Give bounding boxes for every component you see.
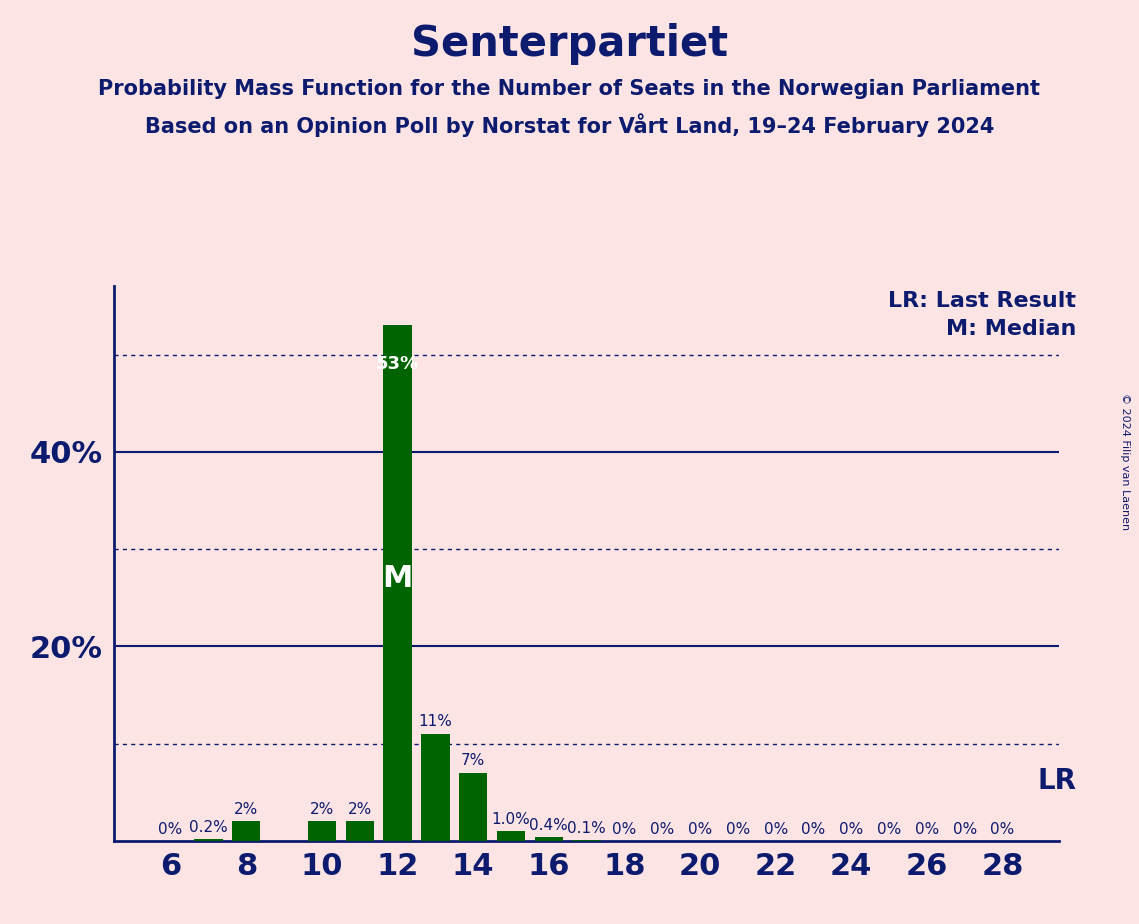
Text: LR: Last Result: LR: Last Result (888, 291, 1076, 311)
Text: © 2024 Filip van Laenen: © 2024 Filip van Laenen (1120, 394, 1130, 530)
Bar (345, 821, 374, 841)
Text: 1.0%: 1.0% (492, 812, 531, 827)
Text: Senterpartiet: Senterpartiet (411, 23, 728, 65)
Text: 0%: 0% (915, 822, 939, 837)
Text: 11%: 11% (418, 714, 452, 729)
Text: 0.1%: 0.1% (567, 821, 606, 836)
Text: 2%: 2% (347, 803, 371, 818)
Text: 0%: 0% (839, 822, 863, 837)
Text: LR: LR (1038, 767, 1076, 795)
Bar (308, 821, 336, 841)
Text: 0%: 0% (726, 822, 749, 837)
Text: 0%: 0% (802, 822, 826, 837)
Bar (459, 772, 487, 841)
Text: 0%: 0% (877, 822, 901, 837)
Text: 0%: 0% (688, 822, 712, 837)
Text: 0%: 0% (763, 822, 788, 837)
Text: Based on an Opinion Poll by Norstat for Vårt Land, 19–24 February 2024: Based on an Opinion Poll by Norstat for … (145, 113, 994, 137)
Text: 7%: 7% (461, 753, 485, 768)
Bar (232, 821, 261, 841)
Bar (497, 831, 525, 841)
Bar (384, 325, 411, 841)
Text: 0%: 0% (650, 822, 674, 837)
Text: M: Median: M: Median (947, 319, 1076, 339)
Text: M: M (383, 564, 412, 592)
Text: 53%: 53% (376, 355, 419, 372)
Text: Probability Mass Function for the Number of Seats in the Norwegian Parliament: Probability Mass Function for the Number… (98, 79, 1041, 99)
Text: 2%: 2% (235, 803, 259, 818)
Text: 0%: 0% (613, 822, 637, 837)
Text: 0%: 0% (158, 822, 182, 837)
Bar (573, 840, 600, 841)
Bar (534, 837, 563, 841)
Text: 0.2%: 0.2% (189, 820, 228, 835)
Bar (421, 734, 450, 841)
Bar (195, 839, 222, 841)
Text: 0%: 0% (952, 822, 977, 837)
Text: 2%: 2% (310, 803, 334, 818)
Text: 0%: 0% (991, 822, 1015, 837)
Text: 0.4%: 0.4% (530, 818, 568, 833)
